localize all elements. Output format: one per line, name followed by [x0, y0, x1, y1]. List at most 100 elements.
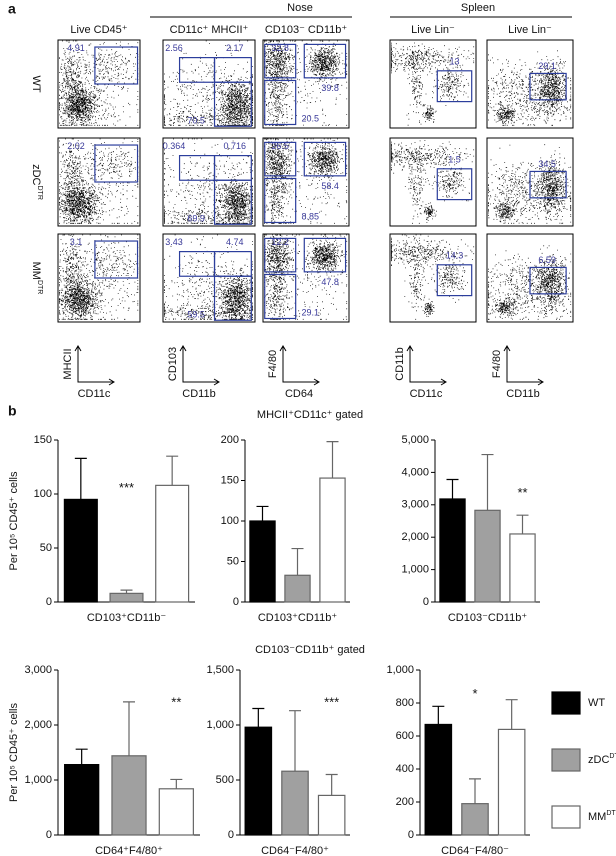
axis-arrow [179, 345, 220, 386]
plot-frame [389, 137, 477, 227]
x-axis-label: CD103⁻CD11b⁺ [448, 612, 527, 624]
legend-label-sup: DTR [609, 753, 616, 760]
y-tick-label: 3,000 [24, 664, 52, 676]
dot-cloud [488, 144, 572, 224]
error-bar [166, 455, 179, 486]
error-bar [291, 547, 304, 576]
dot-cloud [59, 40, 139, 126]
y-tick-label: 50 [40, 542, 52, 554]
bar [461, 803, 489, 836]
gate [529, 266, 567, 295]
gate-value: 47.8 [321, 277, 339, 287]
y-tick-label: 0 [423, 596, 429, 608]
significance: *** [324, 694, 339, 709]
axis-label: CD64 [285, 388, 313, 400]
gate [303, 141, 347, 177]
gate [529, 170, 567, 199]
significance: ** [517, 485, 527, 500]
plot-frame [162, 39, 256, 129]
x-axis-label: CD103⁺CD11b⁺ [258, 612, 337, 624]
gate-value: 0.716 [223, 141, 246, 151]
dot-cloud [488, 245, 572, 320]
bar [474, 509, 501, 603]
legend-swatch [551, 805, 581, 829]
gate-value: 29.1 [538, 61, 556, 71]
dot-cloud [59, 138, 139, 224]
gate-value: 32.8 [271, 43, 289, 53]
gate-value: 2.17 [226, 43, 244, 53]
y-tick-label: 4,000 [401, 466, 429, 478]
bar [155, 484, 190, 603]
y-tick-label: 2,000 [24, 719, 52, 731]
bar [281, 770, 309, 836]
gate [94, 144, 139, 183]
y-tick-label: 1,500 [206, 664, 234, 676]
x-axis-label: CD103⁺CD11b⁻ [87, 612, 166, 624]
axis-label: CD11b [506, 388, 539, 400]
gate-value: 12.2 [271, 237, 289, 247]
error-bar [74, 457, 87, 500]
error-bar [481, 453, 494, 511]
gate-value: 34.5 [538, 159, 556, 169]
bar [509, 533, 536, 603]
gate [213, 179, 252, 225]
gate-value: 8.85 [302, 212, 320, 222]
y-tick-label: 100 [221, 515, 239, 527]
error-bar [252, 707, 265, 728]
row-label: zDCDTR [30, 164, 43, 200]
gate [303, 43, 347, 79]
dot-cloud [59, 234, 139, 320]
y-tick-label: 200 [396, 796, 414, 808]
axis-label: CD11c [78, 388, 111, 400]
axis-label: F4/80 [491, 350, 503, 378]
gate-value: 6.59 [538, 255, 556, 265]
y-tick-label: 5,000 [401, 434, 429, 446]
y-axis-label: Per 10⁵ CD45⁺ cells [8, 702, 20, 802]
bar [111, 755, 147, 836]
y-tick-label: 1,000 [206, 719, 234, 731]
gate-value: 20.5 [302, 114, 320, 124]
error-bar [446, 478, 459, 499]
bar [424, 723, 453, 836]
legend-label-sup: DTR [606, 810, 616, 817]
bar [109, 592, 144, 603]
y-tick-label: 150 [34, 434, 52, 446]
legend-label-base: WT [588, 697, 605, 709]
dot-cloud [391, 234, 475, 320]
gate-value: 58.4 [321, 181, 339, 191]
group-title: CD103⁻CD11b⁺ gated [255, 644, 365, 656]
error-bar [256, 505, 269, 521]
bar [158, 788, 194, 836]
bar [319, 477, 346, 603]
dot-cloud [164, 234, 253, 320]
gate [264, 177, 297, 224]
gate-value: 70.5 [187, 115, 205, 125]
dot-cloud [164, 138, 253, 224]
gate [264, 237, 297, 273]
gate-value: 14.3 [446, 250, 464, 260]
gate [264, 273, 297, 320]
panel-label: a [8, 1, 16, 17]
y-axis-label: Per 10⁵ CD45⁺ cells [8, 471, 20, 571]
column-header: CD11c⁺ MHCII⁺ [170, 24, 249, 36]
dot-cloud [391, 42, 475, 126]
legend-label-base: zDC [588, 754, 609, 766]
y-tick-label: 1,000 [386, 664, 414, 676]
panel-label: b [8, 403, 17, 419]
y-tick-label: 0 [46, 596, 52, 608]
legend-label: MMDTR [588, 810, 616, 823]
axis-label: CD103 [167, 347, 179, 381]
column-header: Live CD45⁺ [70, 24, 127, 36]
y-tick-label: 1,000 [401, 564, 429, 576]
gate-value: 3.43 [165, 237, 183, 247]
gate [213, 275, 252, 321]
y-tick-label: 0 [46, 829, 52, 841]
gate [264, 141, 297, 177]
y-tick-label: 600 [396, 730, 414, 742]
y-tick-label: 100 [34, 488, 52, 500]
gate [436, 168, 473, 201]
bar [439, 498, 466, 603]
dot-cloud [391, 140, 475, 224]
legend-swatch [551, 748, 581, 772]
y-tick-label: 3,000 [401, 499, 429, 511]
